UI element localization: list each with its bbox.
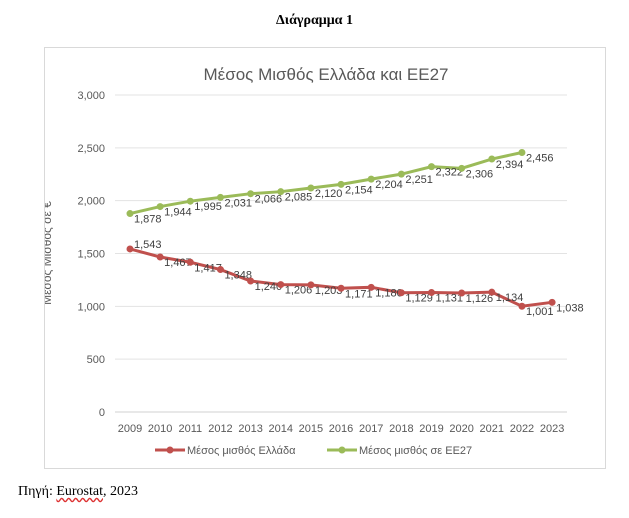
data-point	[367, 175, 375, 183]
x-tick-label: 2010	[148, 423, 172, 435]
data-label: 1,348	[224, 270, 252, 282]
data-point	[458, 164, 466, 172]
data-point	[518, 302, 526, 310]
data-label: 2,154	[345, 184, 373, 196]
source-name: Eurostat	[56, 484, 103, 499]
data-label: 2,322	[436, 167, 464, 179]
data-label: 1,134	[496, 292, 524, 304]
data-label: 1,129	[405, 293, 433, 305]
data-point	[488, 288, 496, 296]
y-tick-label: 0	[99, 407, 105, 419]
x-tick-label: 2011	[178, 423, 202, 435]
legend-marker	[338, 446, 346, 454]
x-tick-label: 2023	[540, 423, 564, 435]
data-label: 1,543	[134, 239, 162, 251]
data-point	[367, 283, 375, 291]
data-point	[186, 258, 194, 266]
data-point	[186, 197, 194, 205]
data-point	[277, 281, 285, 289]
x-tick-label: 2020	[449, 423, 473, 435]
source-note: Πηγή: Eurostat, 2023	[18, 484, 138, 500]
data-label: 1,240	[255, 281, 283, 293]
data-point	[518, 148, 526, 156]
data-point	[488, 155, 496, 163]
x-tick-label: 2021	[480, 423, 504, 435]
x-tick-label: 2018	[389, 423, 413, 435]
line-chart: Μέσος Μισθός Ελλάδα και ΕΕ27 0 500 1,000 1,5…	[45, 65, 584, 457]
data-label: 2,456	[526, 152, 554, 164]
x-tick-label: 2014	[269, 423, 293, 435]
chart-title: Μέσος Μισθός Ελλάδα και ΕΕ27	[204, 65, 449, 84]
data-label: 1,944	[164, 207, 192, 219]
data-point	[156, 203, 164, 211]
data-point	[458, 289, 466, 297]
data-point	[126, 245, 134, 253]
data-label: 2,120	[315, 188, 343, 200]
data-point	[548, 298, 556, 306]
y-tick-label: 2,500	[77, 143, 105, 155]
legend-marker	[166, 446, 174, 454]
data-label: 1,467	[164, 257, 192, 269]
x-tick-label: 2015	[299, 423, 323, 435]
data-label: 2,306	[466, 168, 494, 180]
data-label: 1,131	[436, 292, 464, 304]
y-axis-title: Μέσος Μισθός σε €	[45, 201, 54, 305]
data-point	[216, 266, 224, 274]
data-point	[307, 184, 315, 192]
legend-label: Μέσος μισθός σε ΕΕ27	[359, 445, 472, 457]
y-tick-label: 1,500	[77, 249, 105, 261]
data-label: 2,251	[405, 174, 433, 186]
source-suffix: , 2023	[103, 484, 138, 499]
data-label: 1,171	[345, 288, 373, 300]
x-tick-label: 2017	[359, 423, 383, 435]
data-label: 1,203	[315, 285, 343, 297]
x-tick-label: 2012	[208, 423, 232, 435]
data-label: 1,206	[285, 285, 313, 297]
data-point	[247, 190, 255, 198]
data-label: 2,204	[375, 179, 403, 191]
x-tick-label: 2009	[118, 423, 142, 435]
data-label: 2,394	[496, 159, 524, 171]
data-point	[397, 289, 405, 297]
data-point	[247, 277, 255, 285]
y-tick-label: 2,000	[77, 196, 105, 208]
data-point	[216, 193, 224, 201]
x-tick-label: 2016	[329, 423, 353, 435]
data-label: 1,417	[194, 262, 222, 274]
y-tick-label: 3,000	[77, 90, 105, 102]
data-label: 2,085	[285, 192, 313, 204]
x-tick-label: 2022	[510, 423, 534, 435]
data-label: 1,878	[134, 214, 162, 226]
figure-title: Διάγραμμα 1	[276, 13, 353, 28]
data-label: 1,126	[466, 293, 494, 305]
x-tick-label: 2013	[238, 423, 262, 435]
data-point	[428, 163, 435, 171]
data-label: 2,066	[255, 194, 283, 206]
data-label: 1,995	[194, 201, 222, 213]
data-point	[397, 170, 405, 178]
y-tick-label: 500	[87, 354, 105, 366]
data-label: 1,001	[526, 306, 554, 318]
data-point	[126, 210, 134, 218]
data-label: 2,031	[224, 197, 252, 209]
data-point	[156, 253, 164, 261]
data-point	[428, 288, 435, 296]
data-point	[277, 188, 285, 196]
x-tick-label: 2019	[419, 423, 443, 435]
data-label: 1,180	[375, 287, 403, 299]
chart-container: Μέσος Μισθός Ελλάδα και ΕΕ27 0 500 1,000 1,5…	[44, 47, 606, 469]
data-point	[307, 281, 315, 289]
series-line	[129, 151, 523, 216]
data-label: 1,038	[556, 302, 584, 314]
data-point	[337, 180, 345, 188]
data-point	[337, 284, 345, 292]
source-prefix: Πηγή:	[18, 484, 57, 499]
y-tick-label: 1,000	[77, 301, 105, 313]
legend-label: Μέσος μισθός Ελλάδα	[187, 445, 296, 457]
